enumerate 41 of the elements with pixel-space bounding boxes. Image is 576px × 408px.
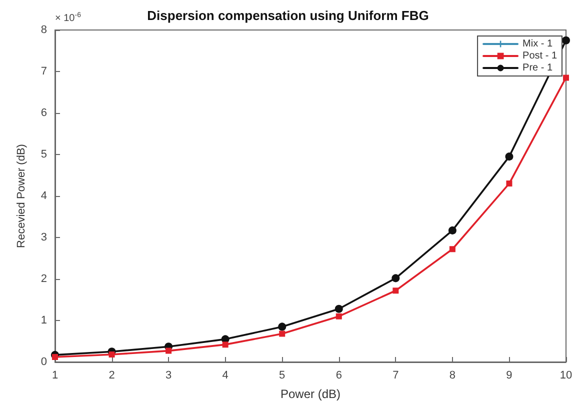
point bbox=[392, 274, 400, 282]
x-tick-label: 5 bbox=[279, 370, 286, 382]
y-axis-title: Recevied Power (dB) bbox=[16, 144, 28, 248]
y-tick-label: 8 bbox=[40, 24, 47, 36]
point bbox=[166, 348, 172, 354]
point bbox=[448, 226, 456, 234]
y-tick-label: 5 bbox=[40, 148, 47, 160]
point bbox=[336, 313, 342, 320]
y-tick-label: 0 bbox=[40, 356, 47, 368]
point bbox=[392, 288, 399, 294]
x-tick-label: 8 bbox=[449, 370, 456, 382]
point bbox=[278, 322, 286, 331]
y-tick-label: 1 bbox=[40, 314, 47, 326]
y-tick-label: 4 bbox=[40, 190, 47, 202]
point bbox=[334, 304, 343, 313]
point bbox=[506, 180, 512, 187]
x-axis-title: Power (dB) bbox=[280, 387, 341, 401]
y-tick-label: 7 bbox=[40, 66, 47, 78]
point bbox=[108, 352, 115, 358]
x-tick-label: 10 bbox=[560, 370, 572, 382]
x-tick-label: 6 bbox=[336, 370, 342, 382]
point bbox=[562, 36, 570, 44]
point bbox=[52, 354, 58, 360]
x-tick-label: 2 bbox=[108, 370, 115, 382]
x-tick-label: 9 bbox=[506, 370, 512, 382]
legend-label: Pre - 1 bbox=[522, 62, 553, 74]
legend-label: Mix - 1 bbox=[522, 38, 553, 50]
point bbox=[449, 246, 456, 252]
point bbox=[279, 330, 286, 337]
y-tick-label: 2 bbox=[40, 273, 47, 285]
legend-label: Post - 1 bbox=[522, 50, 558, 62]
y-tick-label: 3 bbox=[40, 232, 47, 244]
point bbox=[505, 152, 514, 161]
x-tick-label: 1 bbox=[52, 370, 58, 382]
x-tick-label: 3 bbox=[165, 370, 172, 382]
x-tick-label: 7 bbox=[392, 370, 399, 382]
point bbox=[222, 342, 228, 348]
x-tick-label: 4 bbox=[222, 370, 228, 382]
y-tick-label: 6 bbox=[40, 107, 47, 119]
point bbox=[563, 74, 569, 81]
chart-title: Dispersion compensation using Uniform FBG bbox=[147, 8, 429, 23]
